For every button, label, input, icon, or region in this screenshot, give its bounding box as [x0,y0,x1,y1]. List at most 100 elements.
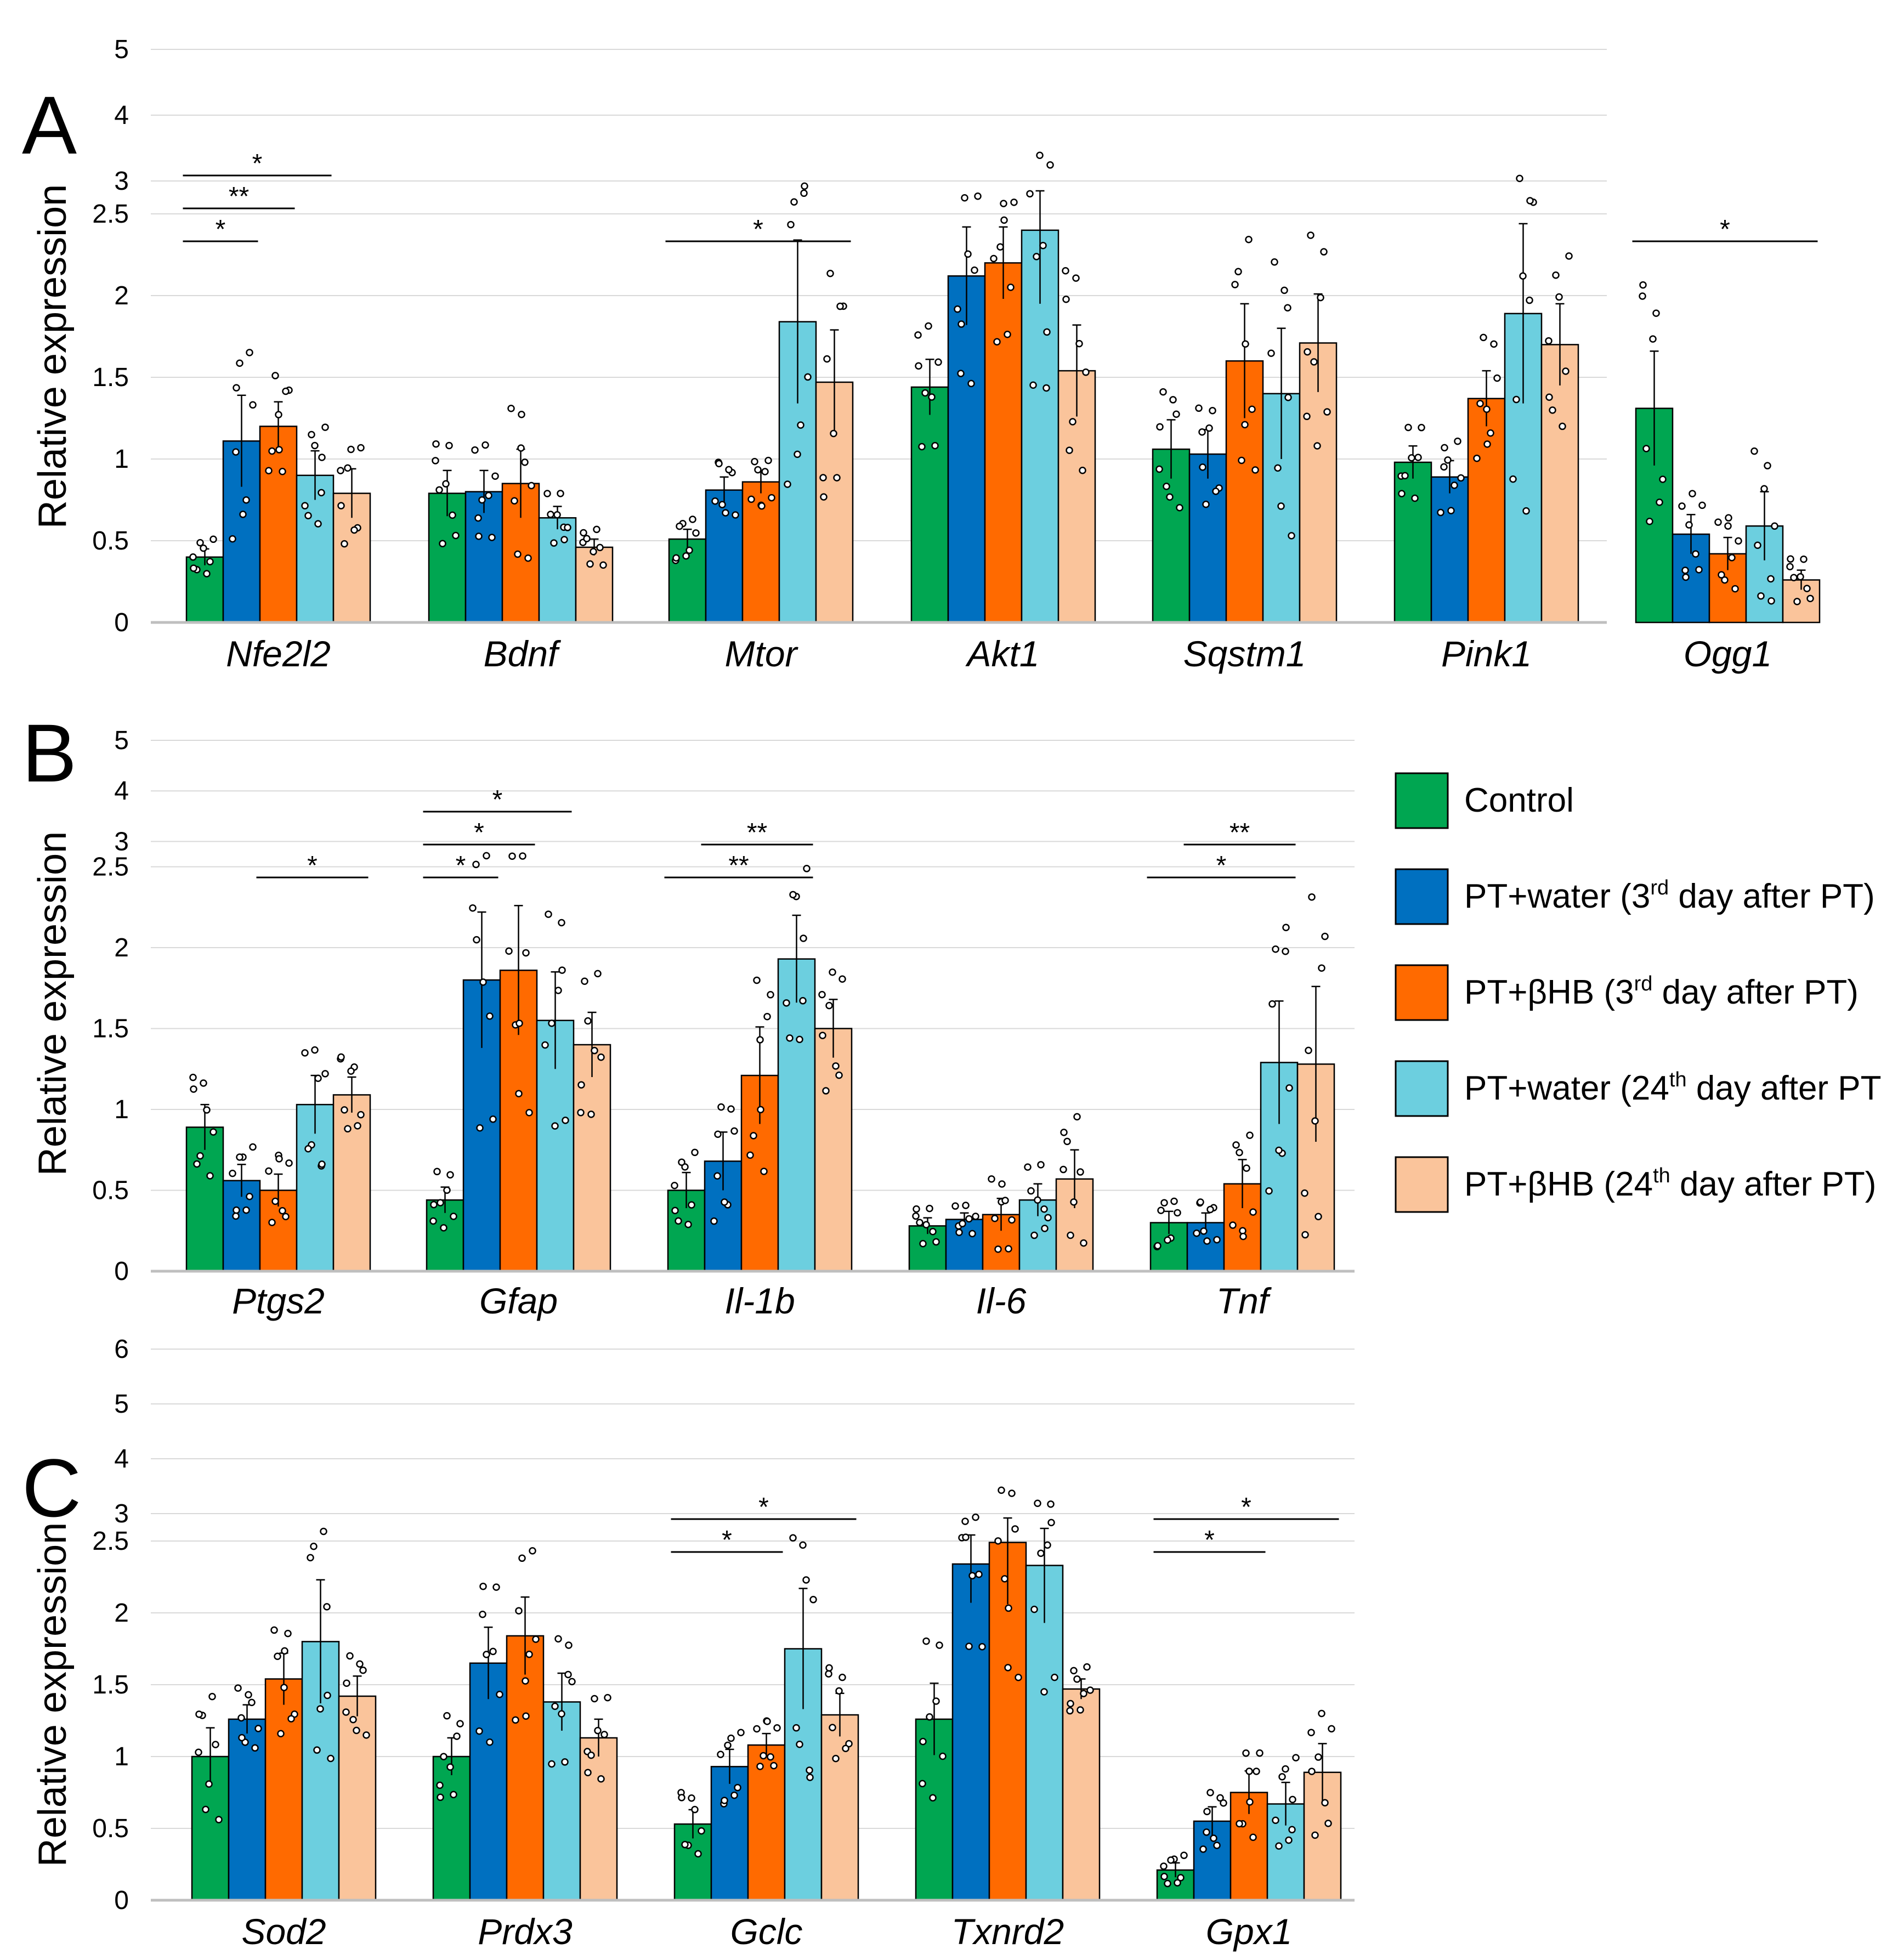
data-point [1213,1842,1221,1849]
data-point [753,976,761,984]
data-point [1253,1768,1260,1775]
data-point [265,1167,273,1175]
data-point [1642,445,1650,452]
data-point [596,543,604,552]
x-category-label: Ogg1 [1684,633,1772,674]
data-point [1236,1148,1243,1157]
data-point [1408,454,1415,462]
data-point [1008,1216,1016,1224]
data-point [486,1012,494,1020]
panel-letter-c: C [22,1442,81,1534]
data-point [195,1710,203,1718]
data-point [681,1840,689,1849]
data-point [998,1180,1006,1188]
data-point [823,355,831,363]
data-point [951,1202,959,1210]
data-point [730,1127,738,1135]
data-point [932,1697,940,1705]
data-point [1457,474,1465,482]
bar [1540,344,1579,624]
data-point [591,1695,598,1703]
data-point [1072,274,1080,282]
data-point [349,1715,357,1724]
data-point [1454,437,1461,445]
data-point [1060,1129,1068,1136]
data-point [545,910,552,918]
data-point [522,949,530,957]
data-point [557,490,564,497]
data-point [1545,393,1553,401]
significance-label: * [758,1493,769,1522]
data-point [508,852,516,860]
data-point [528,481,535,490]
data-point [763,1012,771,1021]
data-point [600,1731,608,1738]
data-point [1274,464,1282,472]
y-tick-label: 0 [114,1257,129,1286]
data-point [287,1715,295,1723]
data-point [1282,924,1290,932]
data-point [1030,1231,1038,1239]
bar [984,262,1023,624]
bar [573,1044,611,1272]
data-point [691,1148,699,1157]
data-point [1242,1749,1250,1757]
data-point [308,430,315,439]
data-point [678,1158,685,1166]
data-point [311,441,319,450]
data-point [975,1570,983,1578]
data-point [1487,429,1494,437]
y-tick-label: 0 [114,608,129,637]
data-point [318,489,325,497]
data-point [921,389,929,397]
data-point [845,1740,853,1748]
data-point [203,1106,211,1114]
data-point [1646,518,1653,525]
data-point [1754,541,1761,549]
bar [538,517,577,624]
data-point [1565,252,1573,260]
data-point [1724,522,1732,530]
data-point [304,1145,312,1153]
data-point [541,1041,549,1049]
data-point [316,1705,324,1713]
data-point [268,447,276,455]
data-point [517,444,525,452]
data-point [737,1729,745,1737]
data-point [1760,485,1768,493]
data-point [961,194,968,202]
y-tick-label: 2 [114,281,129,310]
data-point [819,474,827,481]
significance-label: * [722,1526,732,1555]
data-point [314,1074,322,1083]
data-point [1282,948,1289,955]
data-point [190,1085,197,1093]
data-point [675,1217,682,1225]
legend-label: PT+βHB (24th day after PT) [1464,1164,1876,1203]
data-point [1202,500,1210,508]
data-point [936,1641,943,1649]
data-point [1659,475,1667,483]
data-point [587,1111,595,1118]
data-point [925,322,932,330]
data-point [488,534,496,541]
data-point [1083,1663,1091,1671]
data-point [1483,405,1491,413]
data-point [770,1761,778,1770]
data-point [565,1641,573,1649]
data-point [1197,1198,1204,1206]
data-point [1164,1236,1171,1244]
data-point [799,997,807,1005]
significance-label: * [492,785,503,814]
y-tick-label: 5 [114,1390,129,1419]
data-point [1301,1231,1309,1239]
data-point [1806,594,1814,603]
data-point [929,1228,937,1236]
bar [1393,461,1432,624]
data-point [1210,1834,1217,1842]
data-point [1750,447,1758,455]
data-point [1080,1690,1087,1697]
data-point [314,520,322,528]
data-point [268,1219,276,1226]
